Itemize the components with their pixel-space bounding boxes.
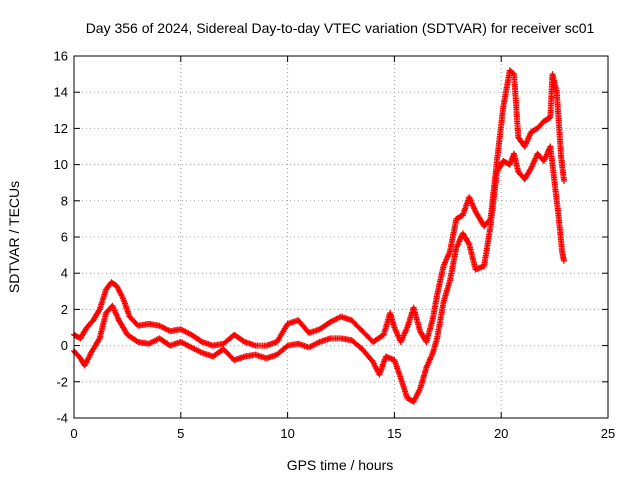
data-point-marks xyxy=(440,250,453,269)
data-point-marks xyxy=(410,304,423,333)
data-point-marks xyxy=(549,71,560,94)
data-point-marks xyxy=(109,302,122,322)
y-tick-label: -2 xyxy=(56,374,68,389)
data-point-marks xyxy=(397,375,410,400)
data-point-marks xyxy=(506,67,516,77)
data-point-marks xyxy=(273,343,290,358)
data-point-marks xyxy=(423,351,436,371)
data-point-marks xyxy=(273,322,290,345)
data-point-marks xyxy=(453,213,465,222)
data-point-marks xyxy=(96,311,109,342)
y-tick-label: 4 xyxy=(61,266,68,281)
data-point-marks xyxy=(348,337,364,352)
data-point-marks xyxy=(487,170,500,230)
data-point-marks xyxy=(295,317,311,335)
data-point-marks xyxy=(124,331,140,345)
data-point-marks xyxy=(188,331,204,345)
data-point-marks xyxy=(429,293,440,322)
data-point-marks xyxy=(558,152,567,184)
y-tick-label: 12 xyxy=(54,121,68,136)
data-series xyxy=(71,67,567,405)
data-point-marks xyxy=(559,248,567,264)
x-tick-label: 5 xyxy=(177,426,184,441)
data-point-marks xyxy=(521,166,534,183)
data-point-marks xyxy=(316,320,332,333)
x-tick-label: 20 xyxy=(494,426,508,441)
y-axis: -4 -2 0 2 4 6 8 10 12 14 16 xyxy=(54,49,608,426)
data-point-marks xyxy=(88,336,102,356)
data-point-marks xyxy=(404,395,416,404)
data-point-marks xyxy=(534,119,546,132)
data-point-marks xyxy=(434,264,447,298)
data-point-marks xyxy=(540,115,552,125)
data-point-marks xyxy=(397,326,410,345)
data-point-marks xyxy=(446,246,459,284)
data-point-marks xyxy=(231,331,247,345)
y-tick-label: 10 xyxy=(54,157,68,172)
data-point-marks xyxy=(410,387,423,405)
grid-lines xyxy=(74,56,608,418)
data-point-marks xyxy=(511,71,522,139)
data-point-marks xyxy=(553,89,564,157)
data-point-marks xyxy=(472,208,487,228)
data-point-marks xyxy=(500,69,513,110)
data-point-marks xyxy=(113,282,126,300)
data-point-marks xyxy=(90,307,102,324)
data-point-marks xyxy=(220,346,236,362)
y-tick-label: 14 xyxy=(54,85,68,100)
x-axis-label: GPS time / hours xyxy=(287,457,394,473)
data-point-marks xyxy=(188,344,204,356)
data-point-marks xyxy=(434,300,447,342)
data-point-marks xyxy=(126,313,140,328)
data-point-marks xyxy=(81,351,94,369)
data-point-marks xyxy=(521,130,534,150)
data-point-marks xyxy=(306,339,322,351)
data-point-marks xyxy=(417,366,429,392)
data-point-marks xyxy=(77,325,89,342)
y-tick-label: 6 xyxy=(61,230,68,245)
data-point-marks xyxy=(177,339,193,350)
data-point-marks xyxy=(423,317,436,345)
data-point-marks xyxy=(391,357,404,380)
x-tick-label: 25 xyxy=(601,426,615,441)
chart-title: Day 356 of 2024, Sidereal Day-to-day VTE… xyxy=(86,20,595,36)
y-axis-label: SDTVAR / TECUs xyxy=(6,181,22,293)
data-point-marks xyxy=(376,355,389,378)
data-point-marks xyxy=(96,288,109,313)
data-point-marks xyxy=(555,215,565,253)
data-point-marks xyxy=(547,143,558,184)
data-point-marks xyxy=(359,346,375,364)
data-point-marks xyxy=(348,317,365,333)
data-point-marks xyxy=(551,179,562,221)
data-point-marks xyxy=(446,217,459,255)
data-point-marks xyxy=(108,279,119,288)
x-axis: 0 5 10 15 20 25 xyxy=(70,56,615,441)
data-point-marks xyxy=(500,158,512,167)
y-tick-label: 16 xyxy=(54,49,68,64)
data-point-marks xyxy=(481,224,494,269)
data-point-marks xyxy=(120,295,132,318)
data-point-marks xyxy=(177,326,193,337)
data-point-marks xyxy=(83,318,96,331)
y-tick-label: 8 xyxy=(61,193,68,208)
y-tick-label: -4 xyxy=(56,411,68,426)
data-point-marks xyxy=(493,105,507,164)
y-tick-label: 0 xyxy=(61,338,68,353)
y-tick-label: 2 xyxy=(61,302,68,317)
series-upper-envelope xyxy=(71,67,567,349)
data-point-marks xyxy=(459,230,472,246)
data-point-marks xyxy=(370,332,386,345)
x-tick-label: 0 xyxy=(70,426,77,441)
data-point-marks xyxy=(440,279,453,306)
x-tick-label: 15 xyxy=(387,426,401,441)
series-lower-envelope xyxy=(71,143,567,405)
data-point-marks xyxy=(511,150,521,174)
data-point-marks xyxy=(466,194,478,214)
x-tick-label: 10 xyxy=(280,426,294,441)
data-point-marks xyxy=(115,317,130,337)
data-point-marks xyxy=(466,241,479,271)
data-point-marks xyxy=(528,126,540,135)
